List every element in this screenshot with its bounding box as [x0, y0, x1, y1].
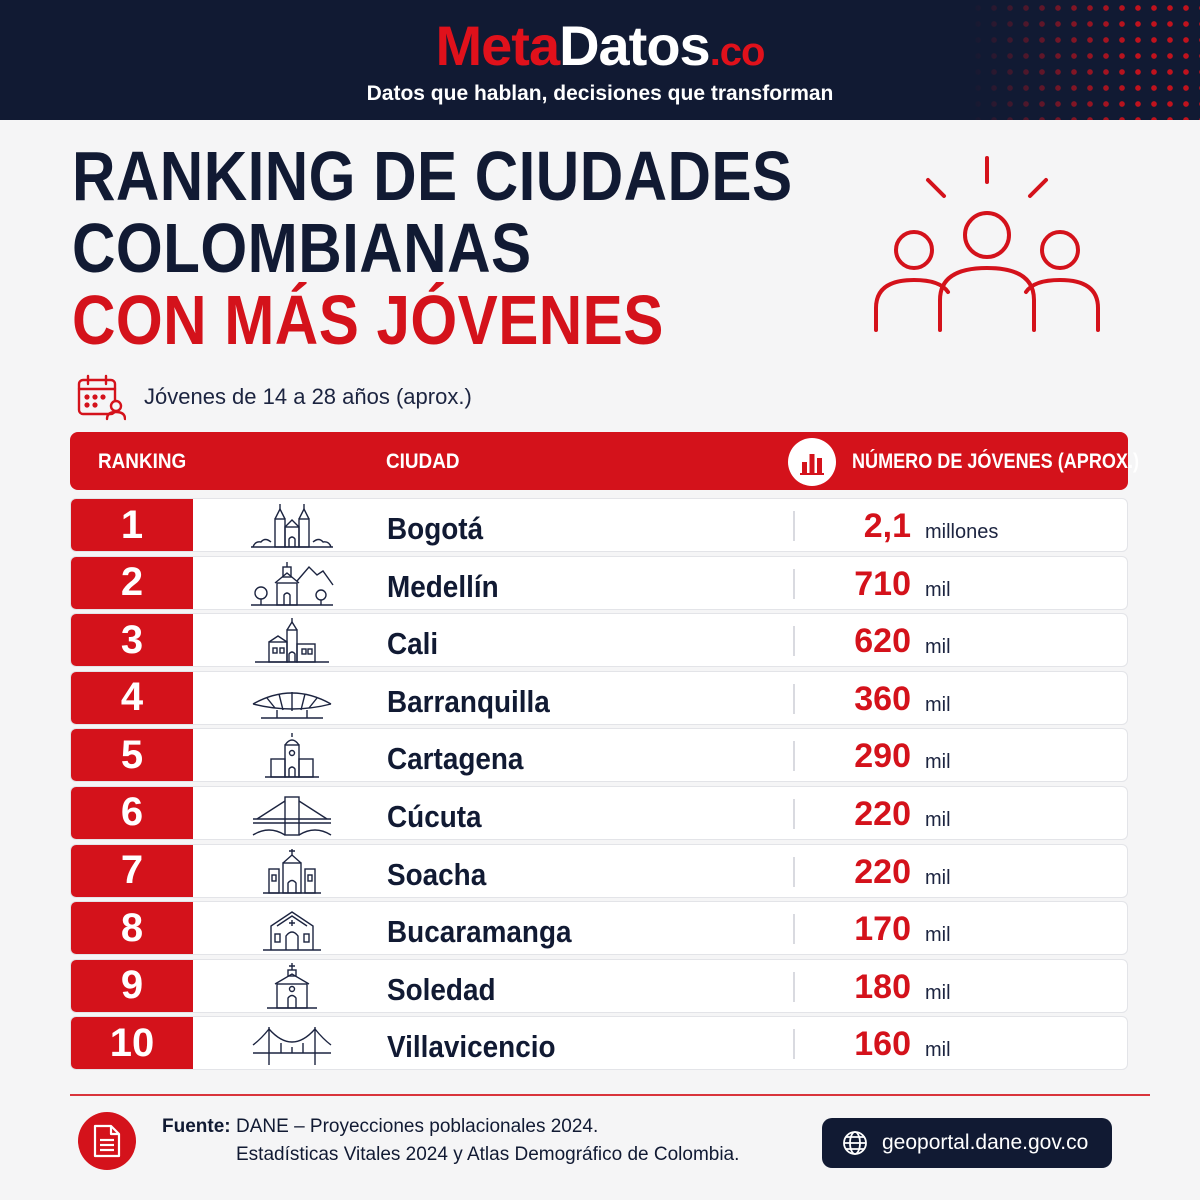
rank-number: 9 [71, 959, 193, 1012]
city-name: Villavicencio [387, 1029, 556, 1065]
city-name: Cartagena [387, 741, 524, 777]
column-divider [793, 626, 795, 657]
subtitle-row: Jóvenes de 14 a 28 años (aprox.) [76, 372, 472, 422]
table-row: 8 Bucaramanga 170 mil [70, 901, 1128, 956]
rank-number: 3 [71, 614, 193, 667]
chapel-icon [263, 911, 321, 951]
rank-number: 2 [71, 556, 193, 609]
stadium-dome-icon [252, 691, 332, 719]
brand-tagline: Datos que hablan, decisiones que transfo… [366, 82, 834, 105]
youth-count: 2,1 [863, 507, 911, 545]
table-row: 7 Soacha 220 mil [70, 843, 1128, 898]
table-row: 10 Villavicencio 160 mil [70, 1016, 1128, 1071]
column-divider [793, 568, 795, 599]
table-row: 3 Cali 620 mil [70, 613, 1128, 668]
city-name: Barranquilla [387, 683, 550, 719]
suspension-bridge-icon [252, 1027, 332, 1066]
colonial-church-icon [265, 733, 319, 779]
decorative-dots [970, 0, 1200, 120]
source-line-2: Estadísticas Vitales 2024 y Atlas Demogr… [236, 1144, 740, 1165]
youth-count: 290 [854, 737, 911, 776]
brand-header: MetaDatos.co Datos que hablan, decisione… [0, 0, 1200, 120]
count-unit: mil [925, 636, 951, 659]
youth-count: 620 [854, 622, 911, 661]
youth-count: 710 [854, 564, 911, 603]
city-name: Medellín [387, 568, 499, 604]
city-name: Soacha [387, 856, 487, 892]
calendar-person-icon [77, 374, 126, 421]
page-title: RANKING DE CIUDADES COLOMBIANAS CON MÁS … [72, 140, 793, 356]
small-church-icon [267, 962, 317, 1009]
count-unit: mil [925, 981, 951, 1004]
document-icon [78, 1112, 136, 1170]
rank-number: 1 [71, 499, 193, 551]
city-name: Soledad [387, 971, 496, 1007]
column-divider [793, 798, 795, 829]
count-unit: millones [925, 521, 999, 543]
column-divider [793, 683, 795, 714]
table-row: 5 Cartagena 290 mil [70, 728, 1128, 783]
youth-count: 180 [854, 967, 911, 1006]
city-name: Bucaramanga [387, 914, 572, 950]
rank-number: 10 [71, 1017, 193, 1070]
geoportal-link[interactable]: geoportal.dane.gov.co [822, 1118, 1112, 1168]
people-group-icon [874, 156, 1100, 332]
rank-number: 8 [71, 902, 193, 955]
brand-name-part1: Meta [435, 14, 561, 77]
rank-number: 7 [71, 844, 193, 897]
bar-chart-icon [788, 438, 836, 486]
rank-number: 5 [71, 729, 193, 782]
youth-count: 360 [854, 679, 911, 718]
youth-count: 220 [854, 794, 911, 833]
rank-number: 4 [71, 671, 193, 724]
table-row: 1 Bogotá 2,1 millones [70, 498, 1128, 552]
youth-count: 160 [854, 1025, 911, 1064]
header-ranking: RANKING [98, 450, 187, 473]
subtitle: Jóvenes de 14 a 28 años (aprox.) [144, 384, 472, 409]
bridge-icon [252, 796, 332, 836]
globe-icon [843, 1131, 867, 1155]
count-unit: mil [925, 808, 951, 831]
source-line-1: DANE – Proyecciones poblacionales 2024. [236, 1116, 599, 1137]
column-divider [793, 511, 795, 541]
table-header: RANKING CIUDAD NÚMERO DE JÓVENES (APROX.… [70, 432, 1139, 490]
title-line-1: RANKING DE CIUDADES [72, 137, 793, 215]
church-towers-icon [263, 848, 321, 894]
youth-count: 170 [854, 910, 911, 949]
table-row: 6 Cúcuta 220 mil [70, 785, 1128, 840]
church-icon [255, 618, 329, 663]
table-row: 9 Soledad 180 mil [70, 958, 1128, 1013]
city-name: Cali [387, 626, 439, 662]
city-name: Cúcuta [387, 798, 482, 834]
table-row: 2 Medellín 710 mil [70, 555, 1128, 610]
youth-count: 220 [854, 852, 911, 891]
column-divider [793, 971, 795, 1002]
column-divider [793, 856, 795, 887]
header-city: CIUDAD [386, 450, 460, 473]
church-mountains-icon [251, 561, 334, 606]
count-unit: mil [925, 693, 951, 716]
column-divider [793, 1029, 795, 1060]
ranking-table: 1 Bogotá 2,1 millones 2 Medellín 710 mil [70, 498, 1128, 1074]
count-unit: mil [925, 1039, 951, 1062]
title-line-2: COLOMBIANAS [72, 209, 532, 287]
count-unit: mil [925, 578, 951, 601]
count-unit: mil [925, 924, 951, 947]
geoportal-link-text[interactable]: geoportal.dane.gov.co [882, 1131, 1089, 1154]
rank-number: 6 [71, 786, 193, 839]
brand-logo: MetaDatos.co [0, 12, 1200, 86]
column-divider [793, 741, 795, 772]
cathedral-icon [251, 504, 333, 548]
title-line-3: CON MÁS JÓVENES [72, 281, 664, 359]
source-label: Fuente: [162, 1116, 231, 1137]
city-name: Bogotá [387, 511, 484, 546]
brand-name-part2: Datos [559, 14, 711, 77]
header-number: NÚMERO DE JÓVENES (APROX.) [852, 450, 1139, 473]
table-row: 4 Barranquilla 360 mil [70, 670, 1128, 725]
count-unit: mil [925, 751, 951, 774]
column-divider [793, 914, 795, 945]
brand-tld: .co [709, 30, 766, 74]
count-unit: mil [925, 866, 951, 889]
footer-divider [70, 1094, 1150, 1096]
